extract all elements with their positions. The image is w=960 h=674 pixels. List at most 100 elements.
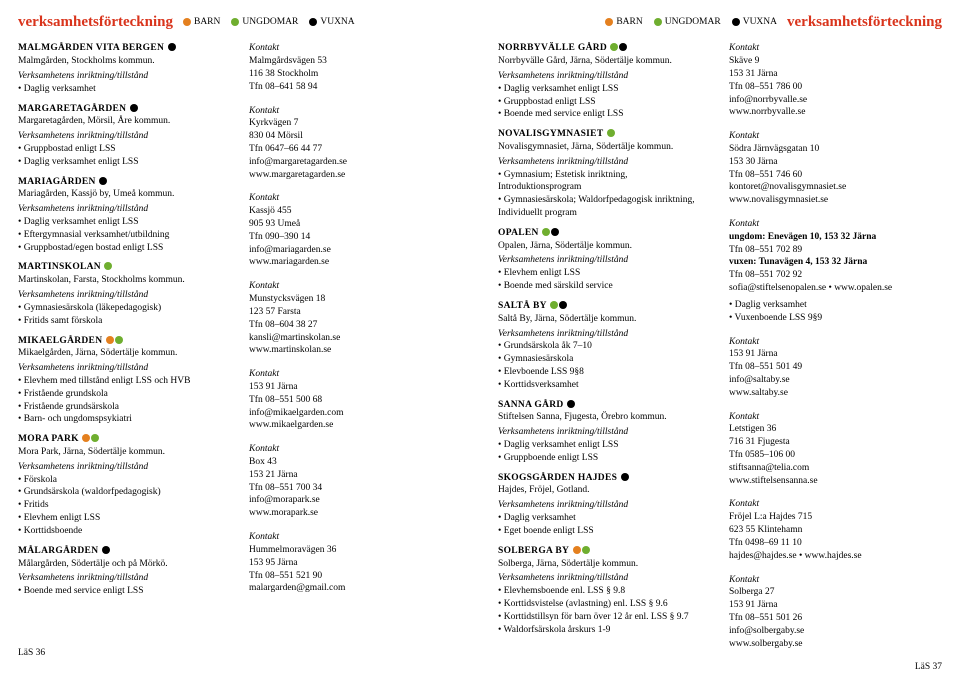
dot-green-icon [582,546,590,554]
dot-orange-icon [82,434,90,442]
kontakt-head: Kontakt [249,42,462,55]
dot-black-icon [559,301,567,309]
kontakt-line: 153 31 Järna [729,68,942,81]
kontakt-head: Kontakt [729,498,942,511]
dot-green-icon [607,129,615,137]
entry-subhead: Verksamhetens inriktning/tillstånd [498,156,711,169]
kontakt: Kontakt Kassjö 455 905 93 Umeå Tfn 090–3… [249,192,462,269]
kontakt-line: Tfn 08–641 58 94 [249,81,462,94]
dot-green-icon [104,262,112,270]
kontakt-line: Tfn 08–551 500 68 [249,394,462,407]
kontakt: Kontakt Hummelmoravägen 36 153 95 Järna … [249,531,462,595]
kontakt-head: Kontakt [249,531,462,544]
footer-left: LäS 36 [18,647,462,660]
bullet: Vuxenboende LSS 9§9 [729,312,942,325]
entry-name: SKOGSGÅRDEN HAJDES [498,473,617,483]
dot-black-icon [732,18,740,26]
kontakt-line: www.stiftelsensanna.se [729,475,942,488]
entry-subhead: Verksamhetens inriktning/tillstånd [18,203,231,216]
entry-bullets: Gymnasium; Estetisk inriktning, Introduk… [498,169,711,220]
kontakt-line: 153 30 Järna [729,156,942,169]
bullet: Förskola [18,474,231,487]
col-entries-left: MALMGÅRDEN VITA BERGEN Malmgården, Stock… [18,42,231,647]
entry-bullets: Daglig verksamhet Eget boende enligt LSS [498,512,711,538]
kontakt-line: Box 43 [249,456,462,469]
legend-vuxna-label: VUXNA [320,16,354,29]
entry-subhead: Verksamhetens inriktning/tillstånd [498,254,711,267]
kontakt-line: 116 38 Stockholm [249,68,462,81]
dot-black-icon [99,177,107,185]
dot-green-icon [231,18,239,26]
kontakt-line: www.novalisgymnasiet.se [729,194,942,207]
bullet: Daglig verksamhet enligt LSS [498,439,711,452]
bullet: Fritids [18,499,231,512]
kontakt-line: Tfn 08–551 501 26 [729,612,942,625]
entry-subhead: Verksamhetens inriktning/tillstånd [18,572,231,585]
kontakt-line: www.morapark.se [249,507,462,520]
bullet: Elevhemsboende enl. LSS § 9.8 [498,585,711,598]
bullet: Gymnasium; Estetisk inriktning, Introduk… [498,169,711,195]
entry-bullets: Daglig verksamhet [18,83,231,96]
kontakt-line: vuxen: Tunavägen 4, 153 32 Järna [729,257,867,267]
entry-sannagard: SANNA GÅRD Stiftelsen Sanna, Fjugesta, Ö… [498,399,711,465]
col-kontakt-right: Kontakt Skäve 9 153 31 Järna Tfn 08–551 … [729,42,942,661]
entry-mikaelgarden: MIKAELGÅRDEN Mikaelgården, Järna, Södert… [18,335,231,427]
bullet: Boende med service enligt LSS [18,585,231,598]
kontakt-line: Skäve 9 [729,55,942,68]
kontakt: Kontakt Box 43 153 21 Järna Tfn 08–551 7… [249,443,462,520]
entry-location: Mariagården, Kassjö by, Umeå kommun. [18,188,231,201]
entry-solbergaby: SOLBERGA BY Solberga, Järna, Södertälje … [498,545,711,637]
kontakt-line: Tfn 0585–106 00 [729,449,942,462]
entry-name: MARTINSKOLAN [18,262,101,272]
entry-bullets: Boende med service enligt LSS [18,585,231,598]
dot-black-icon [567,400,575,408]
entry-bullets: Daglig verksamhet enligt LSS Gruppbostad… [498,83,711,121]
kontakt-line: Tfn 08–551 786 00 [729,81,942,94]
kontakt-line: kontoret@novalisgymnasiet.se [729,181,942,194]
entry-name: SOLBERGA BY [498,546,569,556]
dot-black-icon [309,18,317,26]
bullet: Elevhem enligt LSS [18,512,231,525]
bullet: Korttidsvistelse (avlastning) enl. LSS §… [498,598,711,611]
bullet: Gruppbostad/egen bostad enligt LSS [18,242,231,255]
kontakt-line: www.margaretagarden.se [249,169,462,182]
kontakt-line: Malmgårdsvägen 53 [249,55,462,68]
bullet: Daglig verksamhet enligt LSS [498,83,711,96]
legend-barn: BARN [605,16,642,29]
bullet: Daglig verksamhet [18,83,231,96]
entry-name: MORA PARK [18,434,79,444]
entry-name: SANNA GÅRD [498,400,564,410]
bullet: Waldorfsärskola årskurs 1-9 [498,624,711,637]
kontakt-head: Kontakt [729,411,942,424]
kontakt-line: info@mikaelgarden.com [249,407,462,420]
kontakt-head: Kontakt [249,368,462,381]
entry-bullets: Elevhem med tillstånd enligt LSS och HVB… [18,375,231,426]
entry-location: Saltå By, Järna, Södertälje kommun. [498,313,711,326]
dot-black-icon [130,104,138,112]
page-spread: verksamhetsförteckning BARN UNGDOMAR VUX… [0,0,960,670]
page-right: BARN UNGDOMAR VUXNA verksamhetsförteckni… [480,0,960,670]
dot-green-icon [610,43,618,51]
kontakt-line: Kyrkvägen 7 [249,117,462,130]
kontakt-line: 153 91 Järna [249,381,462,394]
kontakt-line: Tfn 08–551 700 34 [249,482,462,495]
topbar-left: verksamhetsförteckning BARN UNGDOMAR VUX… [18,12,462,32]
entry-subhead: Verksamhetens inriktning/tillstånd [498,70,711,83]
kontakt: Kontakt Kyrkvägen 7 830 04 Mörsil Tfn 06… [249,105,462,182]
kontakt-line: www.mikaelgarden.se [249,419,462,432]
kontakt-head: Kontakt [729,42,942,55]
entry-name: MARIAGÅRDEN [18,177,96,187]
legend-ungdomar: UNGDOMAR [231,16,298,29]
bullet: Gymnasiesärskola [498,353,711,366]
kontakt-line: Fröjel L:a Hajdes 715 [729,511,942,524]
entry-bullets: Elevhemsboende enl. LSS § 9.8 Korttidsvi… [498,585,711,636]
entry-norrbyvalle: NORRBYVÄLLE GÅRD Norrbyvälle Gård, Järna… [498,42,711,121]
entry-subhead: Verksamhetens inriktning/tillstånd [18,362,231,375]
kontakt-head: Kontakt [729,336,942,349]
topbar-right: BARN UNGDOMAR VUXNA verksamhetsförteckni… [498,12,942,32]
bullet: Daglig verksamhet enligt LSS [18,156,231,169]
bullet: Daglig verksamhet [729,299,942,312]
kontakt-line: Tfn 0647–66 44 77 [249,143,462,156]
kontakt-line: info@norrbyvalle.se [729,94,942,107]
dot-orange-icon [573,546,581,554]
